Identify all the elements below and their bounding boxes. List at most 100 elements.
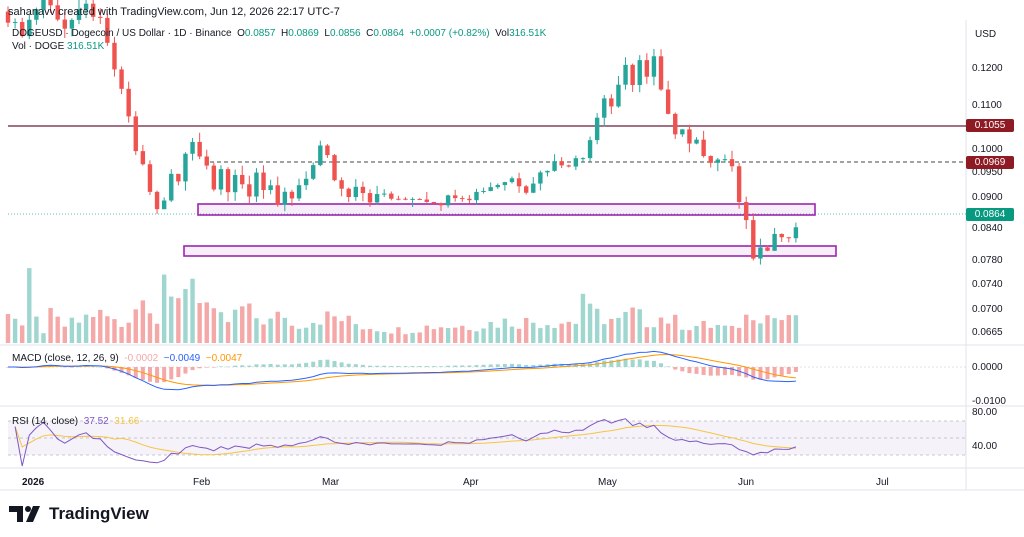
macd-histogram-bar xyxy=(62,366,67,368)
volume-bar xyxy=(112,319,117,343)
volume-legend-label: Vol · DOGE xyxy=(12,41,65,52)
volume-bar xyxy=(729,325,735,343)
tradingview-logo[interactable]: TradingView xyxy=(9,504,149,524)
high-value: 0.0869 xyxy=(288,28,319,39)
volume-bar xyxy=(169,296,174,343)
candle-body xyxy=(417,198,422,200)
macd-histogram-bar xyxy=(204,367,209,368)
volume-bar xyxy=(786,315,792,343)
macd-histogram-bar xyxy=(474,365,479,367)
volume-bar xyxy=(687,330,692,343)
candle-body xyxy=(779,233,784,238)
macd-histogram-bar xyxy=(772,367,777,378)
macd-histogram-bar xyxy=(76,366,81,368)
macd-legend[interactable]: MACD (close, 12, 26, 9) -0.0002 −0.0049 … xyxy=(12,353,242,364)
candle-body xyxy=(751,220,756,259)
volume-bar xyxy=(736,327,742,343)
candle-body xyxy=(545,170,550,173)
candle-body xyxy=(367,193,373,203)
macd-histogram-bar xyxy=(730,367,735,375)
candle-body xyxy=(382,193,387,195)
candle-body xyxy=(729,159,735,167)
rsi-tick: 80.00 xyxy=(972,407,998,418)
volume-bar xyxy=(147,313,153,343)
macd-histogram-bar xyxy=(559,363,564,367)
volume-bar xyxy=(34,316,39,343)
candle-body xyxy=(772,233,777,251)
macd-histogram-bar xyxy=(332,360,337,367)
rsi-tick: 40.00 xyxy=(972,441,998,452)
macd-histogram-bar xyxy=(190,367,195,371)
candle-body xyxy=(701,139,706,157)
volume-legend[interactable]: Vol · DOGE 316.51K xyxy=(12,41,104,52)
volume-bar xyxy=(751,320,756,343)
volume-bar xyxy=(296,328,302,343)
change-value: +0.0007 (+0.82%) xyxy=(409,28,490,39)
candle-body xyxy=(573,158,579,167)
creator-note: sahanavv created with TradingView.com, J… xyxy=(8,6,340,18)
volume-bar xyxy=(616,317,621,343)
volume-bar xyxy=(673,314,678,343)
volume-bar xyxy=(452,327,458,343)
macd-histogram-bar xyxy=(509,363,514,367)
level-price-tag: 0.0969 xyxy=(966,156,1014,169)
support-zone-upper[interactable] xyxy=(197,203,816,216)
macd-histogram-bar xyxy=(140,367,145,380)
volume-bar xyxy=(318,324,323,343)
macd-histogram-bar xyxy=(318,360,323,367)
macd-histogram-bar xyxy=(311,361,316,367)
candle-body xyxy=(34,9,39,20)
volume-bar xyxy=(538,328,543,343)
support-zone-lower[interactable] xyxy=(183,245,837,257)
macd-histogram-bar xyxy=(403,366,408,367)
candle-body xyxy=(98,16,103,18)
candle-body xyxy=(602,98,607,118)
candle-body xyxy=(438,203,444,206)
time-tick: Apr xyxy=(463,477,479,488)
candle-body xyxy=(758,247,763,259)
candle-body xyxy=(424,199,429,202)
volume-bar xyxy=(289,325,295,343)
volume-bar xyxy=(126,322,131,343)
symbol-legend[interactable]: DOGEUSD · Dogecoin / US Dollar · 1D · Bi… xyxy=(12,28,546,39)
candle-body xyxy=(523,186,529,193)
macd-histogram-bar xyxy=(446,365,451,367)
macd-line xyxy=(8,350,796,391)
macd-hist-value: -0.0002 xyxy=(124,353,159,364)
volume-bar xyxy=(779,320,784,343)
volume-bar xyxy=(275,311,280,343)
volume-bar xyxy=(445,328,451,343)
rsi-legend[interactable]: RSI (14, close) 37.52 31.66 xyxy=(12,416,139,427)
candle-body xyxy=(169,173,174,201)
volume-bar xyxy=(396,327,401,343)
volume-bar xyxy=(573,323,579,343)
time-tick: 2026 xyxy=(22,477,45,488)
last-price-tag: 0.0864 xyxy=(966,208,1014,221)
macd-histogram-bar xyxy=(375,365,380,367)
time-tick: Feb xyxy=(193,477,211,488)
volume-bar xyxy=(133,309,138,343)
rsi-band xyxy=(8,421,966,455)
volume-bar xyxy=(744,314,749,343)
macd-histogram-bar xyxy=(680,367,685,372)
volume-bar xyxy=(403,334,408,343)
macd-histogram-bar xyxy=(595,362,600,367)
candle-body xyxy=(722,159,728,161)
volume-bar xyxy=(268,318,273,343)
macd-histogram-bar xyxy=(169,367,174,380)
macd-histogram-bar xyxy=(502,364,507,367)
volume-bar xyxy=(48,307,53,343)
macd-histogram-bar xyxy=(673,367,678,370)
macd-histogram-bar xyxy=(424,366,429,367)
symbol-name[interactable]: DOGEUSD · Dogecoin / US Dollar · 1D · Bi… xyxy=(12,28,232,39)
volume-bar xyxy=(694,325,699,343)
candle-body xyxy=(502,182,508,186)
currency-label[interactable]: USD xyxy=(975,29,997,40)
candle-body xyxy=(488,187,493,191)
volume-bar xyxy=(637,309,642,343)
candle-body xyxy=(495,185,500,188)
candle-body xyxy=(680,129,685,135)
volume-bar xyxy=(509,326,515,343)
candle-body xyxy=(112,42,117,70)
